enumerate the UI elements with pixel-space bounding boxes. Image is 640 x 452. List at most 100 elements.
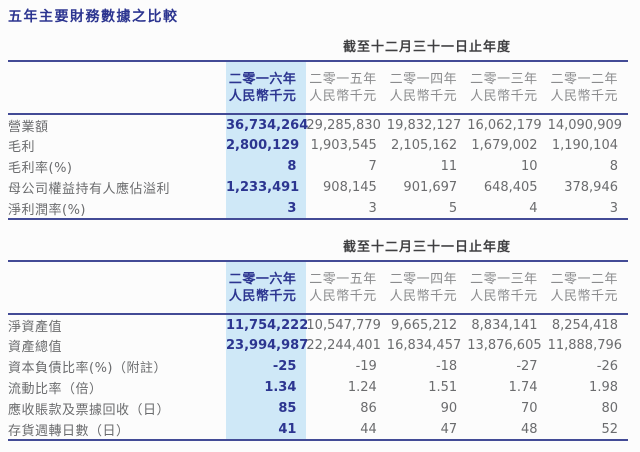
row-label: 淨利潤率(%) — [8, 202, 86, 218]
year-label: 二零一五年 — [309, 272, 377, 287]
value-cell: 14,090,909 — [547, 117, 623, 133]
column-header-row: 二零一六年 人民幣千元 二零一五年 人民幣千元 二零一四年 人民幣千元 二零一三年 人民幣千元… — [8, 61, 628, 114]
value-cell: 36,734,264 — [226, 114, 308, 135]
year-label: 二零一六年 — [228, 272, 297, 287]
row-label: 毛利率(%) — [8, 161, 73, 176]
value-cell: 1.34 — [226, 377, 307, 398]
row-label: 存貨週轉日數（日） — [8, 423, 130, 439]
value-cell: 1,679,002 — [471, 138, 538, 153]
financial-table-balance: 二零一六年 人民幣千元 二零一五年 人民幣千元 二零一四年 人民幣千元 二零一三年 人民幣千元… — [8, 260, 628, 441]
year-column-header: 二零一三年 人民幣千元 — [467, 61, 547, 114]
value-cell: 70 — [521, 401, 538, 416]
financial-table-income: 二零一六年 人民幣千元 二零一五年 人民幣千元 二零一四年 人民幣千元 二零一三年 人民幣千元… — [8, 60, 628, 220]
value-cell: 8 — [226, 156, 307, 177]
currency-unit-label: 人民幣千元 — [389, 289, 458, 304]
year-label: 二零一二年 — [550, 72, 618, 87]
year-column-header: 二零一三年人民幣千元 — [467, 261, 547, 314]
table-row: 毛利率(%) 8 7 11 10 8 — [8, 156, 628, 177]
value-cell: 8 — [609, 159, 618, 174]
value-cell: 11 — [440, 159, 458, 174]
table-row: 淨資產值 11,754,222 10,547,779 9,665,212 8,834,1… — [8, 314, 628, 335]
row-label: 淨資產值 — [8, 319, 63, 335]
year-label: 二零一三年 — [470, 272, 538, 287]
year-column-header: 二零一六年人民幣千元 — [226, 61, 307, 114]
value-cell: 48 — [521, 421, 538, 437]
year-label: 二零一四年 — [389, 72, 458, 87]
value-cell: 10,547,779 — [306, 317, 381, 333]
value-cell: 901,697 — [403, 180, 458, 195]
value-cell: 3 — [226, 198, 307, 219]
value-cell: 2,105,162 — [391, 138, 458, 153]
year-column-header: 二零一四年人民幣千元 — [387, 261, 467, 314]
value-cell: 22,244,401 — [306, 338, 381, 353]
year-label: 二零一四年 — [389, 272, 458, 287]
value-cell: -19 — [355, 359, 377, 374]
value-cell: 1,233,491 — [226, 177, 307, 198]
row-label: 營業額 — [8, 119, 49, 135]
value-cell: 1.74 — [508, 380, 538, 395]
value-cell: -27 — [516, 359, 538, 374]
value-cell: 1.24 — [347, 380, 377, 395]
currency-unit-label: 人民幣千元 — [228, 89, 297, 104]
year-label: 二零一二年 — [550, 272, 618, 287]
currency-unit-label: 人民幣千元 — [389, 89, 458, 104]
table1-caption-row: 截至十二月三十一日止年度 — [8, 39, 628, 56]
value-cell: 13,876,605 — [467, 338, 542, 353]
table-row: 存貨週轉日數（日） 41 44 47 48 52 — [8, 419, 628, 440]
currency-unit-label: 人民幣千元 — [470, 89, 538, 104]
table-row: 流動比率（倍） 1.34 1.24 1.51 1.74 1.98 — [8, 377, 628, 398]
row-label: 流動比率（倍） — [8, 382, 103, 397]
value-cell: 11,888,796 — [547, 338, 623, 353]
page-title: 五年主要財務數據之比較 — [8, 9, 179, 25]
row-label: 資本負債比率(%)（附註） — [8, 361, 167, 376]
value-cell: 7 — [368, 159, 377, 174]
value-cell: 908,145 — [323, 180, 377, 195]
year-label: 二零一六年 — [228, 72, 297, 87]
value-cell: 41 — [226, 419, 307, 440]
table2-caption-row: 截至十二月三十一日止年度 — [8, 239, 628, 256]
year-column-header: 二零一五年人民幣千元 — [306, 61, 386, 114]
value-cell: 85 — [226, 398, 307, 419]
value-cell: 8,834,141 — [471, 317, 538, 333]
year-column-header: 二零一四年人民幣千元 — [387, 61, 467, 114]
currency-unit-label: 人民幣千元 — [309, 89, 377, 104]
value-cell: 4 — [529, 200, 538, 216]
currency-unit-label: 人民幣千元 — [550, 89, 618, 104]
value-cell: 29,285,830 — [306, 117, 381, 133]
row-label: 母公司權益持有人應佔溢利 — [8, 182, 171, 197]
value-cell: 86 — [360, 401, 377, 416]
value-cell: 23,994,987 — [226, 335, 308, 356]
value-cell: 3 — [368, 200, 377, 216]
table-row: 資本負債比率(%)（附註） -25 -19 -18 -27 -26 — [8, 356, 628, 377]
table-row: 淨利潤率(%) 3 3 5 4 3 — [8, 198, 628, 219]
year-column-header: 二零一六年人民幣千元 — [226, 261, 307, 314]
currency-unit-label: 人民幣千元 — [550, 289, 618, 304]
value-cell: -18 — [435, 359, 458, 374]
year-column-header: 二零一二年人民幣千元 — [548, 261, 628, 314]
year-label: 二零一五年 — [309, 72, 377, 87]
value-cell: 11,754,222 — [226, 314, 308, 335]
value-cell: 648,405 — [483, 180, 538, 195]
table2-caption: 截至十二月三十一日止年度 — [342, 240, 511, 255]
value-cell: 16,834,457 — [386, 338, 462, 353]
row-label: 資產總值 — [8, 340, 63, 355]
currency-unit-label: 人民幣千元 — [470, 289, 538, 304]
value-cell: 3 — [609, 200, 618, 216]
value-cell: -25 — [226, 356, 307, 377]
table-row: 毛利 2,800,129 1,903,545 2,105,162 1,679,002 1,… — [8, 135, 628, 156]
value-cell: 44 — [360, 421, 377, 437]
value-cell: 90 — [440, 401, 458, 416]
value-cell: 5 — [448, 200, 458, 216]
table-row: 營業額 36,734,264 29,285,830 19,832,127 16,062,… — [8, 114, 628, 135]
table1-caption: 截至十二月三十一日止年度 — [342, 40, 511, 55]
currency-unit-label: 人民幣千元 — [228, 289, 297, 304]
corner-cell — [8, 61, 226, 114]
value-cell: 1,903,545 — [310, 138, 377, 153]
value-cell: 1.51 — [428, 380, 458, 395]
value-cell: 47 — [440, 421, 458, 437]
value-cell: 19,832,127 — [386, 117, 462, 133]
currency-unit-label: 人民幣千元 — [309, 289, 377, 304]
table-row: 資產總值 23,994,987 22,244,401 16,834,457 13,876… — [8, 335, 628, 356]
value-cell: 16,062,179 — [467, 117, 542, 133]
